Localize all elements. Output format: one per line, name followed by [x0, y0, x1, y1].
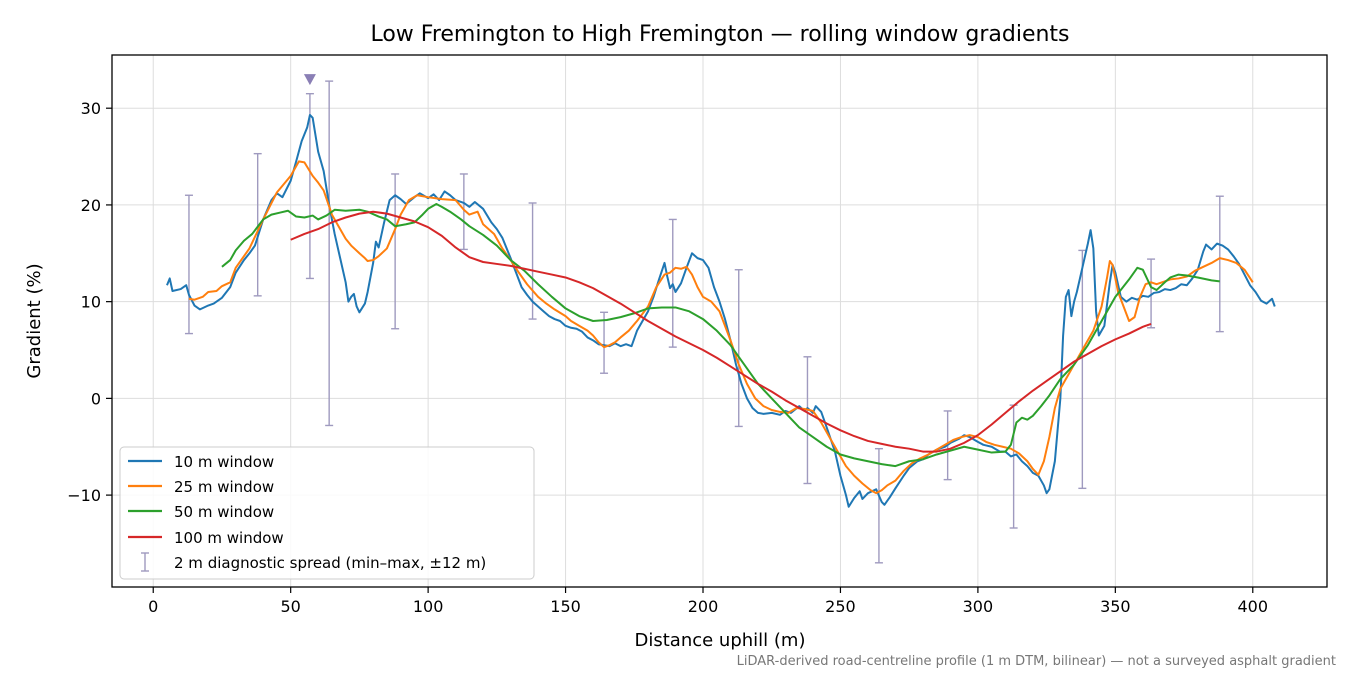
x-tick-label: 250 [825, 597, 856, 616]
peak-marker-layer [303, 74, 316, 86]
grid [112, 55, 1327, 587]
plot-frame [111, 54, 1328, 588]
series-lines [166, 113, 1276, 508]
spread-bar [1078, 249, 1087, 490]
x-tick-label: 150 [550, 597, 581, 616]
y-axis-title: Gradient (%) [24, 263, 45, 378]
spread-bars [184, 80, 1224, 564]
x-tick-label: 50 [280, 597, 300, 616]
legend-entry-25m: 25 m window [128, 478, 274, 496]
spread-bar [184, 194, 193, 335]
legend-label-spread: 2 m diagnostic spread (min–max, ±12 m) [174, 554, 486, 572]
x-tick-label: 300 [963, 597, 994, 616]
spread-bar [305, 92, 314, 280]
series-50m-window-line [221, 202, 1220, 468]
y-tick-label: −10 [67, 486, 101, 505]
legend-label-50m: 50 m window [174, 503, 274, 521]
x-tick-label: 200 [688, 597, 719, 616]
x-tick-label: 0 [148, 597, 158, 616]
x-tick-label: 400 [1238, 597, 1269, 616]
spread-bar [1215, 195, 1224, 333]
y-tick-label: 0 [91, 389, 101, 408]
legend-label-10m: 10 m window [174, 453, 274, 471]
x-axis-title: Distance uphill (m) [635, 630, 806, 651]
spread-bar [734, 269, 743, 428]
axis-ticks: 0 50 100 150 200 250 300 350 400 −10 0 10 20 30 [67, 99, 1268, 616]
spread-bar [459, 173, 468, 251]
spread-bar [391, 173, 400, 330]
series-10m-window-line [166, 113, 1276, 508]
footnote: LiDAR-derived road-centreline profile (1… [737, 654, 1336, 669]
spread-bar [803, 356, 812, 485]
x-tick-label: 350 [1100, 597, 1131, 616]
legend-entry-50m: 50 m window [128, 503, 274, 521]
legend-entry-10m: 10 m window [128, 453, 274, 471]
legend-box [119, 446, 535, 580]
legend-entry-spread: 2 m diagnostic spread (min–max, ±12 m) [141, 552, 486, 572]
legend-entry-100m: 100 m window [128, 529, 284, 547]
spread-bar [325, 80, 334, 427]
x-tick-label: 100 [413, 597, 444, 616]
spread-bar [874, 447, 883, 564]
y-tick-label: 30 [81, 99, 101, 118]
spread-bar [253, 152, 262, 297]
legend-label-100m: 100 m window [174, 529, 284, 547]
series-100m-window-line [290, 210, 1152, 453]
spread-bar [1147, 258, 1156, 329]
legend-label-25m: 25 m window [174, 478, 274, 496]
chart-title: Low Fremington to High Fremington — roll… [370, 22, 1069, 47]
spread-bar [600, 311, 609, 374]
y-tick-label: 10 [81, 293, 101, 312]
spread-bar [528, 202, 537, 320]
peak-marker [303, 74, 316, 86]
legend: 10 m window 25 m window 50 m window 100 … [119, 446, 535, 580]
y-tick-label: 20 [81, 196, 101, 215]
